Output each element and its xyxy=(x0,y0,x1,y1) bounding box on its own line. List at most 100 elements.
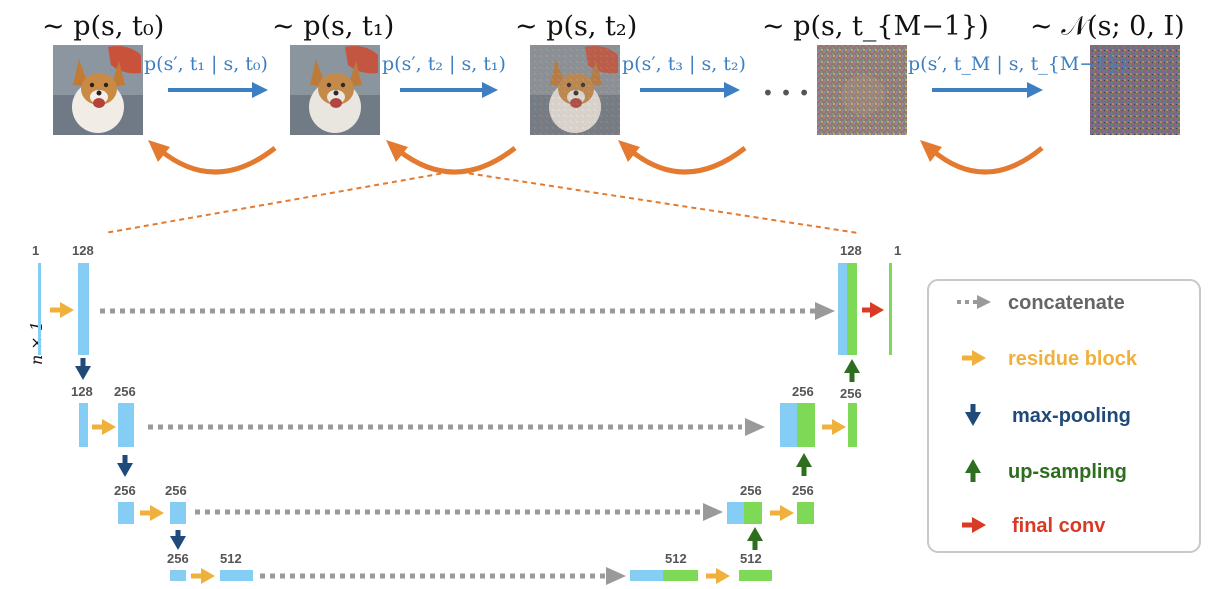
unet-num-dec4b: 512 xyxy=(740,551,762,566)
output-block xyxy=(889,263,892,355)
transition-label-1: p(s′, t₂ | s, t₁) xyxy=(382,53,506,75)
reverse-arrow-0 xyxy=(158,146,277,175)
dist-label-3: ~ p(s, t_{M−1}) xyxy=(762,11,989,42)
legend-item-concatenate: concatenate xyxy=(957,292,1125,314)
forward-arrowhead-0 xyxy=(252,82,268,98)
dec-concat-block-1 xyxy=(838,263,847,355)
dec-block-3b xyxy=(797,502,814,524)
concat-head-4 xyxy=(606,567,626,585)
reverse-arrowhead-3 xyxy=(920,140,942,162)
reverse-arrowhead-1 xyxy=(386,140,408,162)
concat-head-2 xyxy=(745,418,765,436)
reverse-arrow-3 xyxy=(930,146,1044,175)
residue-head-4 xyxy=(201,568,215,584)
forward-arrowhead-3 xyxy=(1027,82,1043,98)
transition-label-0: p(s′, t₁ | s, t₀) xyxy=(144,53,268,75)
corgi-image-t1 xyxy=(290,45,380,135)
unet-num-enc3a: 256 xyxy=(114,483,136,498)
unet-num-enc4a: 256 xyxy=(167,551,189,566)
dist-label-4: ~ 𝒩(s; 0, I) xyxy=(1030,11,1185,42)
unet-num-dec3b: 256 xyxy=(792,483,814,498)
dist-label-1: ~ p(s, t₁) xyxy=(272,11,394,42)
enc-block-1 xyxy=(78,263,89,355)
unet-num-enc4b: 512 xyxy=(220,551,242,566)
legend-label-residue: residue block xyxy=(1008,348,1138,370)
corgi-image-t2 xyxy=(530,45,620,135)
dec-concat-block-3 xyxy=(727,502,744,524)
unet-num-dec1: 128 xyxy=(840,243,862,258)
reverse-arrow-1 xyxy=(396,146,517,175)
dec-block-3a xyxy=(744,502,762,524)
unet-num-input: 1 xyxy=(32,243,39,258)
input-block xyxy=(38,263,41,355)
finalconv-head xyxy=(870,302,884,318)
dec-block-4b xyxy=(739,570,772,581)
dec-block-4a xyxy=(663,570,698,581)
residue-head-6 xyxy=(780,505,794,521)
legend-label-maxpool: max-pooling xyxy=(1012,405,1131,427)
residue-head-2 xyxy=(102,419,116,435)
unet-num-enc2a: 128 xyxy=(71,384,93,399)
transition-label-2: p(s′, t₃ | s, t₂) xyxy=(622,53,746,75)
legend-label-concatenate: concatenate xyxy=(1008,292,1125,314)
enc-block-3a xyxy=(118,502,134,524)
dotted-arrowhead-icon xyxy=(977,295,991,309)
maxpool-head-3 xyxy=(170,536,186,550)
down-arrowhead-icon xyxy=(965,412,981,426)
upsample-head-1 xyxy=(747,527,763,541)
dec-block-2b xyxy=(848,403,857,447)
up-arrowhead-icon xyxy=(965,459,981,473)
unet-num-dec3a: 256 xyxy=(740,483,762,498)
upsample-head-3 xyxy=(844,359,860,373)
concat-head-1 xyxy=(815,302,835,320)
zoom-line-left xyxy=(104,171,451,234)
zoom-line-right xyxy=(459,171,859,234)
enc-block-2a xyxy=(79,403,88,447)
reverse-arrow-2 xyxy=(628,146,747,175)
forward-arrowhead-2 xyxy=(724,82,740,98)
ellipsis: • • • xyxy=(762,81,810,105)
legend-item-finalconv: final conv xyxy=(962,515,1106,537)
orange-arrowhead-icon xyxy=(972,350,986,366)
enc-block-3b xyxy=(170,502,186,524)
corgi-image-t0 xyxy=(53,45,143,135)
legend-item-residue: residue block xyxy=(962,348,1138,370)
maxpool-head-1 xyxy=(75,366,91,380)
input-size-label: n × 1 xyxy=(27,321,46,365)
reverse-arrowhead-2 xyxy=(618,140,640,162)
unet-num-output: 1 xyxy=(894,243,901,258)
unet-num-dec2b: 256 xyxy=(840,386,862,401)
residue-head-7 xyxy=(832,419,846,435)
forward-arrowhead-1 xyxy=(482,82,498,98)
dec-concat-block-2 xyxy=(780,403,797,447)
dec-block-1 xyxy=(847,263,857,355)
noise-image-gaussian xyxy=(1090,45,1180,135)
transition-label-3: p(s′, t_M | s, t_{M−1}) xyxy=(908,53,1127,75)
dist-label-0: ~ p(s, t₀) xyxy=(42,11,164,42)
legend-label-upsample: up-sampling xyxy=(1008,461,1127,483)
legend-item-maxpool: max-pooling xyxy=(965,404,1131,427)
enc-block-2b xyxy=(118,403,134,447)
unet-num-enc1: 128 xyxy=(72,243,94,258)
reverse-arrowhead-0 xyxy=(148,140,170,162)
upsample-head-2 xyxy=(796,453,812,467)
unet-num-enc3b: 256 xyxy=(165,483,187,498)
unet-num-dec2a: 256 xyxy=(792,384,814,399)
legend-box xyxy=(927,279,1201,553)
dist-label-2: ~ p(s, t₂) xyxy=(515,11,637,42)
noisy-image-tm1 xyxy=(817,45,907,135)
enc-block-4b xyxy=(220,570,253,581)
maxpool-head-2 xyxy=(117,463,133,477)
residue-head-3 xyxy=(150,505,164,521)
enc-block-4a xyxy=(170,570,186,581)
red-arrowhead-icon xyxy=(972,517,986,533)
dec-block-2a xyxy=(797,403,815,447)
unet-num-enc2b: 256 xyxy=(114,384,136,399)
legend-label-finalconv: final conv xyxy=(1012,515,1106,537)
residue-head-1 xyxy=(60,302,74,318)
unet-num-dec4a: 512 xyxy=(665,551,687,566)
concat-head-3 xyxy=(703,503,723,521)
residue-head-5 xyxy=(716,568,730,584)
dec-concat-block-4 xyxy=(630,570,663,581)
